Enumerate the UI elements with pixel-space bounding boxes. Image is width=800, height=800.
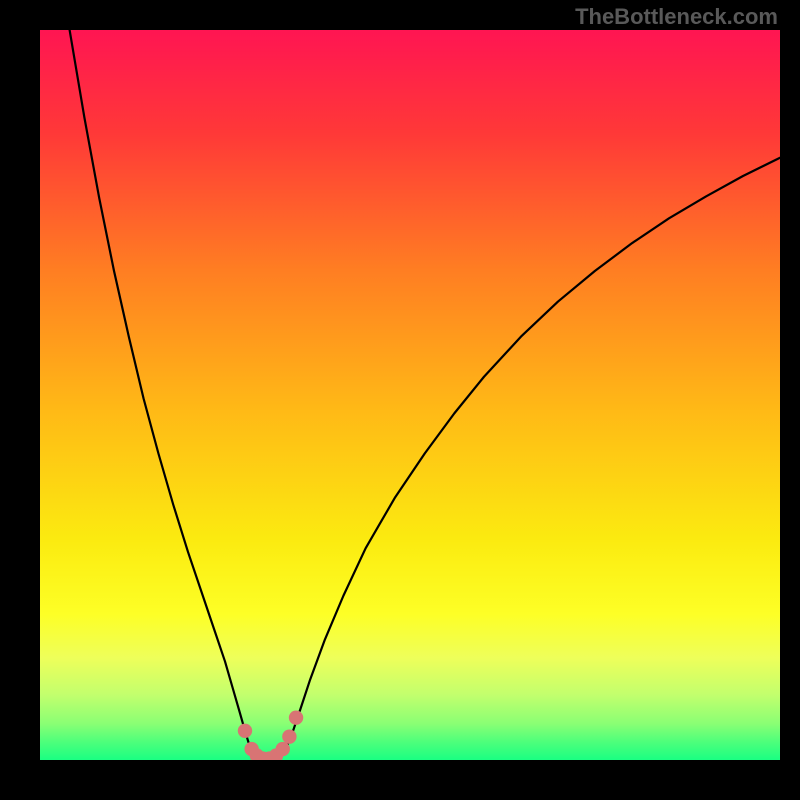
plot-svg (40, 30, 780, 760)
bottleneck-curve (70, 30, 780, 759)
dip-marker (269, 748, 283, 760)
watermark-text: TheBottleneck.com (575, 4, 778, 30)
curve-dip-markers (238, 710, 303, 760)
dip-marker (282, 729, 296, 743)
dip-marker (289, 710, 303, 724)
dip-marker (276, 742, 290, 756)
dip-marker (262, 751, 276, 760)
dip-marker (256, 751, 270, 760)
gradient-background (40, 30, 780, 760)
dip-marker (238, 724, 252, 738)
dip-marker (250, 748, 264, 760)
outer-frame: TheBottleneck.com (0, 0, 800, 800)
dip-marker (244, 742, 258, 756)
plot-area (40, 30, 780, 760)
